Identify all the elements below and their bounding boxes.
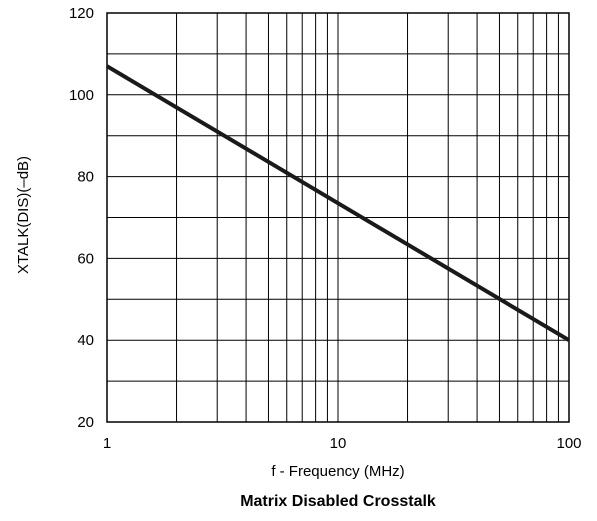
x-tick-label: 10 [330, 435, 347, 452]
y-tick-label: 40 [77, 332, 94, 349]
y-tick-label: 60 [77, 250, 94, 267]
series-layer [105, 64, 571, 342]
y-axis-title: XTALK(DIS)(–dB) [15, 156, 32, 274]
x-tick-labels: 1 10 100 [103, 435, 582, 452]
x-axis-title: f - Frequency (MHz) [271, 463, 404, 480]
x-tick-label: 100 [556, 435, 581, 452]
chart-title: Matrix Disabled Crosstalk [240, 493, 436, 510]
y-tick-label: 120 [69, 5, 94, 22]
y-tick-label: 100 [69, 87, 94, 104]
x-tick-label: 1 [103, 435, 111, 452]
y-tick-label: 20 [77, 414, 94, 431]
grid [107, 13, 569, 422]
series-line-0 [105, 64, 571, 342]
y-tick-labels: 20 40 60 80 100 120 [69, 5, 94, 431]
plot-border [106, 12, 570, 423]
y-tick-label: 80 [77, 169, 94, 186]
plot-frame [106, 12, 570, 423]
